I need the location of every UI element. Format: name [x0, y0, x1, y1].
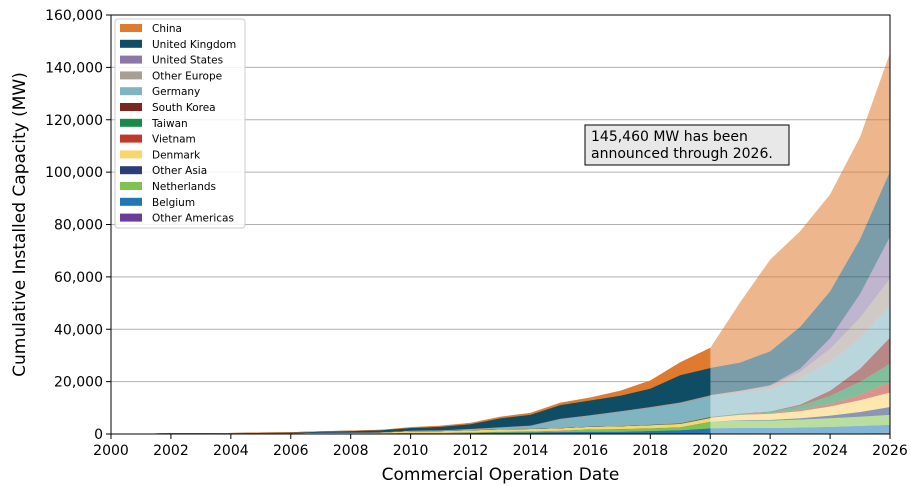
x-tick-label-2006: 2006 [273, 443, 309, 459]
y-tick-label-8: 160,000 [45, 8, 103, 24]
area-south-korea-projected [710, 337, 890, 418]
y-tick-label-7: 140,000 [45, 60, 103, 76]
area-united-kingdom-projected [710, 171, 890, 396]
y-tick-label-6: 120,000 [45, 113, 103, 129]
x-tick-label-2018: 2018 [632, 443, 668, 459]
x-axis-label: Commercial Operation Date [382, 465, 620, 485]
area-china-projected [710, 53, 890, 368]
area-netherlands-projected [710, 414, 890, 429]
legend-label-belgium: Belgium [152, 197, 195, 209]
area-germany-projected [710, 304, 890, 417]
x-tick-label-2002: 2002 [153, 443, 189, 459]
area-taiwan-projected [710, 363, 890, 418]
legend-swatch-china [120, 24, 142, 32]
x-tick-label-2022: 2022 [752, 443, 788, 459]
legend-label-vietnam: Vietnam [152, 134, 196, 146]
x-tick-label-2024: 2024 [812, 443, 848, 459]
x-tick-label-2010: 2010 [393, 443, 429, 459]
legend-swatch-united-kingdom [120, 39, 142, 48]
x-tick-label-2008: 2008 [333, 443, 369, 459]
x-tick-label-2014: 2014 [513, 443, 549, 459]
x-tick-label-2012: 2012 [453, 443, 489, 459]
y-axis-ticks: 0 20,000 40,000 60,000 80,000 100,000 120,000 1… [45, 8, 111, 443]
y-tick-label-3: 60,000 [54, 270, 103, 286]
legend-label-united-kingdom: United Kingdom [152, 39, 236, 51]
legend-label-other-asia: Other Asia [152, 165, 207, 177]
legend-swatch-united-states [120, 55, 142, 64]
legend-swatch-germany [120, 87, 142, 96]
stacked-areas [110, 53, 890, 435]
y-tick-label-1: 20,000 [54, 375, 103, 391]
legend-swatch-other-europe [120, 71, 142, 80]
legend-label-germany: Germany [152, 86, 200, 98]
area-other-europe-projected [710, 278, 890, 397]
legend-label-other-europe: Other Europe [152, 70, 222, 82]
legend-swatch-vietnam [120, 134, 142, 143]
x-tick-label-2000: 2000 [93, 443, 129, 459]
area-united-states-projected [710, 236, 890, 396]
legend-label-china: China [152, 23, 182, 35]
legend-label-taiwan: Taiwan [151, 118, 188, 130]
area-other-asia-projected [710, 407, 890, 422]
legend-label-united-states: United States [152, 55, 223, 67]
legend-label-south-korea: South Korea [152, 102, 216, 114]
x-tick-label-2026: 2026 [872, 443, 908, 459]
area-vietnam-projected [710, 382, 890, 418]
y-tick-label-2: 40,000 [54, 322, 103, 338]
y-tick-label-5: 100,000 [45, 165, 103, 181]
area-belgium-projected [710, 424, 890, 434]
area-denmark-projected [710, 392, 890, 422]
legend-swatch-taiwan [120, 118, 142, 127]
legend-swatch-other-asia [120, 166, 142, 175]
legend-swatch-belgium [120, 197, 142, 206]
x-tick-label-2020: 2020 [692, 443, 728, 459]
y-tick-label-4: 80,000 [54, 218, 103, 234]
legend-label-denmark: Denmark [152, 149, 201, 161]
legend-label-netherlands: Netherlands [152, 181, 216, 193]
legend-swatch-netherlands [120, 182, 142, 190]
x-tick-label-2016: 2016 [573, 443, 609, 459]
legend-background [114, 18, 246, 229]
legend-swatch-denmark [120, 150, 142, 159]
legend-swatch-south-korea [120, 103, 142, 111]
legend-label-other-americas: Other Americas [152, 213, 234, 225]
annotation-background [584, 124, 790, 166]
x-axis-ticks: 2000 2002 2004 2006 2008 2010 2012 2014 2016 2018… [93, 434, 908, 459]
x-tick-label-2004: 2004 [213, 443, 249, 459]
annotation-line-1: 145,460 MW has been [591, 129, 748, 145]
annotation-line-2: announced through 2026. [591, 146, 773, 162]
y-axis-label: Cumulative Installed Capacity (MW) [10, 72, 30, 377]
y-tick-label-0: 0 [94, 427, 103, 443]
legend-swatch-other-americas [120, 213, 142, 222]
legend: China United Kingdom United States Other Eu… [114, 18, 246, 229]
